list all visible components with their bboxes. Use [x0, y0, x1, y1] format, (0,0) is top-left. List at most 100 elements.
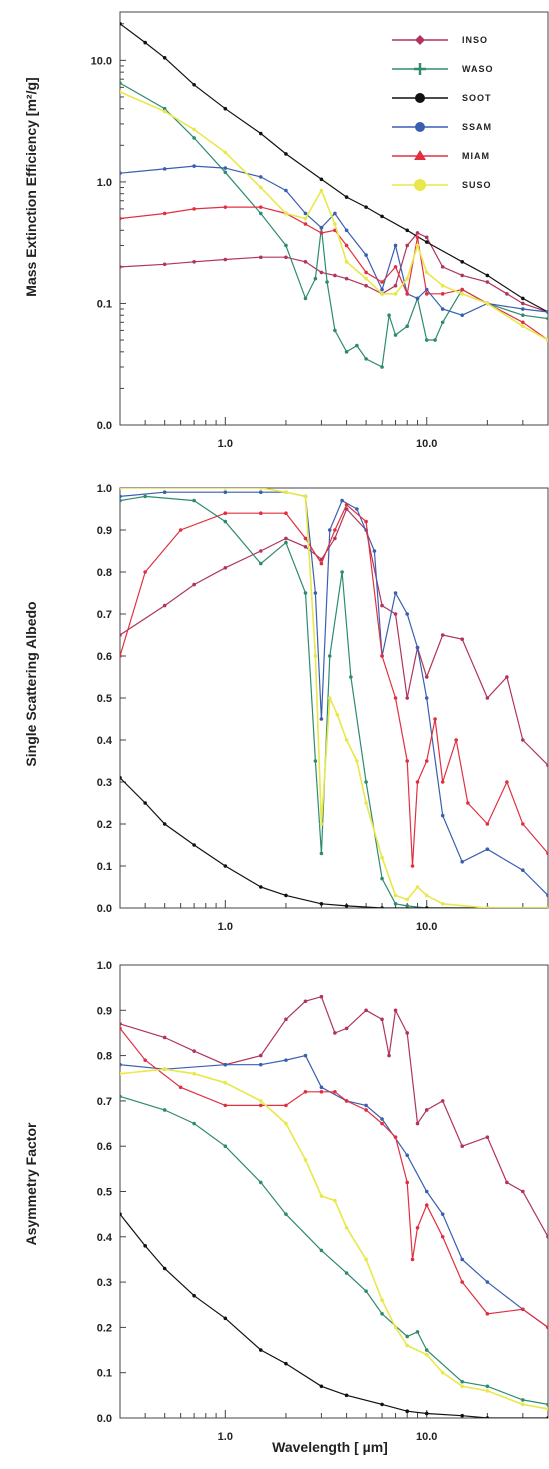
- data-point-inso: [460, 1144, 465, 1148]
- data-point-ssam: [440, 1212, 445, 1216]
- data-point-soot: [546, 1416, 548, 1418]
- data-point-ssam: [303, 1053, 308, 1058]
- data-point-suso: [546, 1407, 548, 1411]
- data-point-inso: [344, 276, 349, 281]
- data-point-inso: [120, 1022, 122, 1026]
- data-point-suso: [333, 1198, 337, 1203]
- data-point-inso: [485, 1135, 490, 1139]
- data-point-miam: [405, 292, 410, 296]
- data-point-miam: [521, 320, 525, 325]
- data-point-suso: [120, 1071, 122, 1076]
- data-point-ssam: [440, 813, 445, 818]
- data-point-waso: [460, 1379, 465, 1384]
- data-point-miam: [460, 287, 465, 292]
- data-point-suso: [319, 188, 324, 193]
- data-point-inso: [284, 1017, 288, 1022]
- data-point-miam: [178, 1085, 183, 1090]
- data-point-soot: [319, 902, 324, 906]
- data-point-ssam: [120, 494, 122, 499]
- data-point-miam: [223, 205, 228, 209]
- data-point-waso: [521, 313, 525, 318]
- data-point-miam: [410, 1257, 415, 1262]
- data-point-suso: [313, 654, 318, 658]
- data-point-suso: [460, 1384, 465, 1389]
- data-point-soot: [380, 906, 384, 908]
- data-point-waso: [303, 296, 308, 301]
- data-point-miam: [303, 222, 308, 226]
- y-tick-label: 0.5: [97, 1187, 112, 1199]
- data-point-miam: [405, 759, 410, 763]
- data-point-inso: [303, 260, 308, 264]
- data-point-soot: [380, 1402, 384, 1407]
- data-point-miam: [319, 231, 324, 235]
- ylabel-mass-extinction: Mass Extinction Efficiency [m²/g]: [23, 77, 39, 296]
- data-point-ssam: [258, 1062, 263, 1067]
- data-point-miam: [393, 1135, 398, 1139]
- data-point-soot: [424, 906, 429, 908]
- y-tick-label: 0.0: [97, 1413, 112, 1425]
- legend-marker-plus: [414, 63, 426, 75]
- data-point-suso: [405, 1343, 410, 1348]
- data-point-ssam: [303, 211, 308, 216]
- data-point-soot: [319, 177, 324, 182]
- data-point-ssam: [319, 225, 324, 230]
- legend-label: INSO: [462, 35, 488, 45]
- data-point-ssam: [485, 847, 490, 851]
- data-point-suso: [364, 276, 368, 281]
- data-point-soot: [405, 228, 410, 233]
- data-point-inso: [162, 262, 167, 267]
- x-tick-label: 10.0: [416, 438, 437, 450]
- data-point-waso: [387, 313, 391, 318]
- data-point-miam: [162, 211, 167, 216]
- data-point-suso: [284, 490, 288, 495]
- data-point-waso: [546, 316, 548, 321]
- data-point-suso: [364, 801, 368, 805]
- series-line-suso: [120, 1068, 548, 1410]
- y-tick-label: 0.5: [97, 693, 112, 705]
- data-point-soot: [405, 1409, 410, 1414]
- data-point-inso: [440, 265, 445, 269]
- data-point-inso: [284, 255, 288, 260]
- data-point-ssam: [405, 612, 410, 616]
- data-point-inso: [192, 582, 196, 587]
- data-point-miam: [440, 292, 445, 296]
- data-point-miam: [405, 1180, 410, 1185]
- data-point-soot: [223, 864, 228, 868]
- data-point-miam: [546, 1325, 548, 1330]
- series-line-ssam: [120, 491, 548, 896]
- data-point-ssam: [380, 287, 384, 292]
- data-point-miam: [410, 864, 415, 868]
- data-point-soot: [192, 82, 196, 87]
- data-point-inso: [333, 273, 337, 278]
- data-point-inso: [162, 1035, 167, 1040]
- data-point-waso: [258, 1180, 263, 1185]
- data-point-waso: [120, 81, 122, 85]
- y-tick-label: 0.7: [97, 609, 112, 621]
- data-point-inso: [521, 1189, 525, 1194]
- data-point-inso: [424, 1108, 429, 1112]
- data-point-waso: [393, 902, 398, 906]
- data-point-miam: [424, 292, 429, 296]
- data-point-inso: [393, 612, 398, 616]
- data-point-inso: [223, 257, 228, 262]
- data-point-suso: [284, 211, 288, 216]
- data-point-miam: [380, 280, 384, 284]
- data-point-ssam: [393, 243, 398, 248]
- series-line-inso: [120, 232, 548, 313]
- data-point-suso: [120, 90, 122, 94]
- series-line-miam: [120, 503, 548, 867]
- data-point-suso: [485, 1389, 490, 1393]
- data-point-suso: [344, 260, 349, 264]
- legend-label: WASO: [462, 64, 494, 74]
- data-point-ssam: [393, 591, 398, 595]
- data-point-miam: [120, 654, 122, 658]
- data-point-waso: [223, 519, 228, 524]
- data-point-miam: [364, 270, 368, 275]
- data-point-waso: [303, 591, 308, 595]
- series-line-miam: [120, 1028, 548, 1328]
- data-point-inso: [405, 243, 410, 248]
- mass-extinction-panel: Mass Extinction Efficiency [m²/g] 1.0 10.…: [23, 11, 549, 450]
- data-point-ssam: [333, 211, 337, 216]
- data-point-soot: [162, 1266, 167, 1271]
- data-point-waso: [223, 1144, 228, 1148]
